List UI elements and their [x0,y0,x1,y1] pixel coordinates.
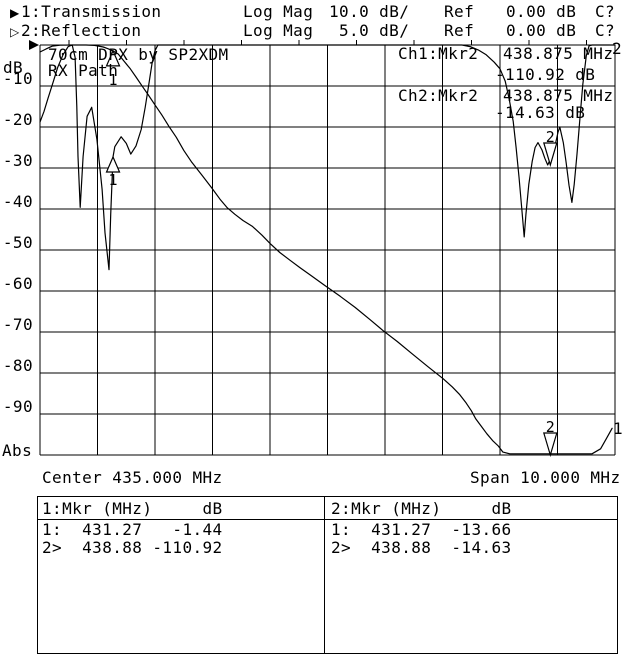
marker-table-ch1-header-divider [37,519,325,520]
marker-table-ch2-header-divider [324,519,618,520]
y-axis-bottom-label: Abs [2,441,33,460]
marker-2-ch2-symbol [543,142,558,168]
marker-table-ch1-row2: 2> 438.88 -110.92 [42,538,223,557]
marker-table-ch2-row1: 1: 431.27 -13.66 [331,520,512,539]
marker-table-ch1-header: 1:Mkr (MHz) dB [42,499,223,518]
ch2-ref-value: 0.00 dB [506,21,577,40]
trace2-edge-label: 2 [612,39,623,58]
span-frequency-label: Span 10.000 MHz [470,468,621,487]
marker-table-ch1-row1: 1: 431.27 -1.44 [42,520,223,539]
ch2-marker-readout-value: -14.63 dB [495,103,586,122]
ch1-scale: 10.0 dB/ [329,2,410,21]
graticule [39,40,616,456]
plot-title-line1: 70cm DPX by SP2XDM [48,45,229,64]
y-tick-label--80: -80 [2,356,33,375]
y-tick-label--20: -20 [2,110,33,129]
ch2-trace-label: 2:Reflection [21,21,142,40]
ch2-marker-readout-freq: 438.875 MHz [503,86,614,105]
ch2-ref-label: Ref [444,21,475,40]
reference-level-arrow-icon [29,40,39,50]
ch1-trace-label: 1:Transmission [21,2,162,21]
y-tick-label--40: -40 [2,192,33,211]
ch1-format: Log Mag [243,2,314,21]
ch1-ref-label: Ref [444,2,475,21]
y-tick-label--70: -70 [2,315,33,334]
ch2-marker-readout-label: Ch2:Mkr2 [398,86,479,105]
y-tick-label--60: -60 [2,274,33,293]
marker-2-ch2-label: 2 [546,128,555,146]
ch1-marker-readout-value: -110.92 dB [495,65,596,84]
plot-title-line2: RX Path [48,61,119,80]
ch1-cal-status: C? [595,2,616,21]
marker-2-ch1-symbol [543,432,558,458]
trace-transmission [39,44,613,455]
marker-2-ch1-label: 2 [546,418,555,436]
y-tick-label--90: -90 [2,397,33,416]
marker-1-ch2-symbol [105,155,121,173]
ch2-format: Log Mag [243,21,314,40]
marker-1-ch1-symbol [105,49,121,67]
y-tick-label--30: -30 [2,151,33,170]
marker-table-ch2-row2: 2> 438.88 -14.63 [331,538,512,557]
ch1-ref-value: 0.00 dB [506,2,577,21]
y-tick-label--50: -50 [2,233,33,252]
marker-table-ch2-header: 2:Mkr (MHz) dB [331,499,512,518]
y-axis-unit-label: dB [3,58,24,77]
ch2-marker-arrow-icon: ▷ [10,25,20,39]
ch1-marker-readout-label: Ch1:Mkr2 [398,44,479,63]
marker-1-ch1-label: 1 [109,71,118,89]
marker-1-ch2-label: 1 [109,171,118,189]
center-frequency-label: Center 435.000 MHz [42,468,223,487]
ch2-scale: 5.0 dB/ [339,21,410,40]
ch1-marker-readout-freq: 438.875 MHz [503,44,614,63]
trace1-edge-label: 1 [613,419,624,438]
y-tick-label--10: -10 [2,69,33,88]
ch2-cal-status: C? [595,21,616,40]
marker-table-ch2 [324,496,618,654]
ch1-marker-arrow-icon: ▶ [10,6,20,20]
trace-reflection [39,44,616,271]
